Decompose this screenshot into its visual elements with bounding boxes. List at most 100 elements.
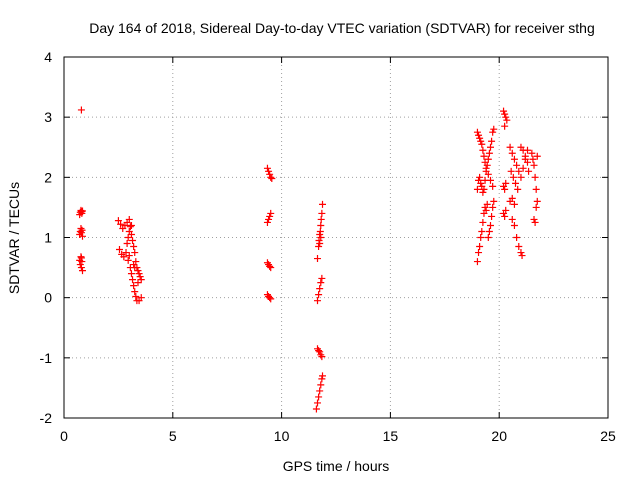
data-point: [263, 218, 271, 226]
data-point: [318, 209, 326, 217]
data-point: [486, 176, 494, 184]
data-point: [315, 393, 323, 401]
data-point: [265, 167, 273, 175]
data-point: [513, 234, 521, 241]
data-point: [267, 295, 275, 303]
data-point: [317, 234, 325, 241]
data-point: [482, 164, 490, 172]
y-tick-label: -1: [40, 350, 53, 366]
data-point: [316, 285, 324, 293]
data-point: [484, 234, 492, 241]
data-point: [317, 221, 325, 229]
data-point: [476, 134, 484, 142]
data-point: [486, 143, 494, 151]
data-point: [478, 140, 486, 148]
data-point: [134, 267, 142, 275]
data-point: [490, 197, 498, 205]
data-point: [513, 161, 521, 169]
data-point: [267, 173, 275, 181]
data-point: [319, 200, 327, 208]
data-point: [532, 203, 540, 211]
data-point: [473, 258, 481, 266]
data-point: [528, 149, 536, 157]
data-point: [484, 170, 492, 178]
data-point: [501, 212, 509, 220]
data-point: [315, 347, 323, 355]
data-point: [479, 188, 487, 196]
data-point: [517, 249, 525, 257]
data-point: [314, 297, 322, 305]
data-point: [501, 110, 509, 118]
data-point: [316, 227, 324, 235]
data-point: [502, 113, 510, 121]
data-point: [124, 234, 132, 241]
data-point: [481, 158, 489, 166]
data-point: [134, 279, 142, 287]
data-point: [316, 230, 324, 238]
data-point: [477, 179, 485, 187]
y-axis-label: SDTVAR / TECUs: [6, 182, 22, 294]
data-point: [486, 221, 494, 229]
y-tick-labels: -2 -1 0 1 2 3 4: [40, 49, 53, 426]
data-point: [479, 218, 487, 226]
data-point: [507, 167, 515, 175]
data-point: [529, 155, 537, 163]
y-tick-label: 3: [44, 109, 52, 125]
data-point: [78, 232, 86, 240]
data-point: [530, 215, 538, 223]
data-point: [130, 261, 138, 269]
data-point: [509, 173, 517, 181]
x-tick-label: 5: [169, 428, 177, 444]
data-point: [515, 243, 523, 251]
data-point: [137, 276, 145, 284]
data-point: [533, 152, 541, 160]
data-point: [489, 203, 497, 211]
data-point: [266, 212, 274, 220]
x-tick-label: 15: [383, 428, 399, 444]
data-point: [135, 270, 143, 278]
y-tick-label: 0: [44, 290, 52, 306]
data-point: [488, 212, 496, 220]
data-point: [267, 264, 275, 272]
chart-title: Day 164 of 2018, Sidereal Day-to-day VTE…: [89, 20, 595, 36]
data-point: [476, 173, 484, 181]
data-point: [136, 273, 144, 281]
data-point: [77, 254, 85, 262]
x-tick-label: 0: [60, 428, 68, 444]
data-point: [314, 255, 322, 263]
data-point: [316, 240, 324, 248]
data-point: [510, 200, 518, 208]
data-point: [316, 348, 324, 356]
data-point: [125, 215, 133, 223]
data-point: [76, 261, 84, 269]
data-point: [525, 167, 533, 175]
data-point: [508, 215, 516, 223]
x-tick-label: 20: [491, 428, 507, 444]
data-point: [130, 282, 138, 290]
data-point: [130, 243, 138, 251]
data-point: [315, 291, 323, 299]
data-point: [319, 372, 327, 380]
data-point: [501, 122, 509, 130]
data-point: [475, 131, 483, 139]
data-point: [502, 206, 510, 214]
data-point: [125, 252, 133, 260]
y-tick-label: 2: [44, 169, 52, 185]
data-point: [530, 161, 538, 169]
data-point: [475, 249, 483, 257]
data-point: [489, 128, 497, 136]
data-point: [316, 387, 324, 395]
data-point: [473, 128, 481, 136]
data-point: [489, 182, 497, 190]
data-point: [517, 173, 525, 181]
data-point: [476, 243, 484, 251]
data-point: [515, 167, 523, 175]
data-point: [131, 288, 139, 296]
y-tick-label: -2: [40, 410, 53, 426]
grid-lines: [64, 57, 608, 418]
data-point: [519, 146, 527, 154]
data-point: [117, 220, 125, 228]
y-tick-label: 1: [44, 230, 52, 246]
data-point: [267, 209, 275, 217]
